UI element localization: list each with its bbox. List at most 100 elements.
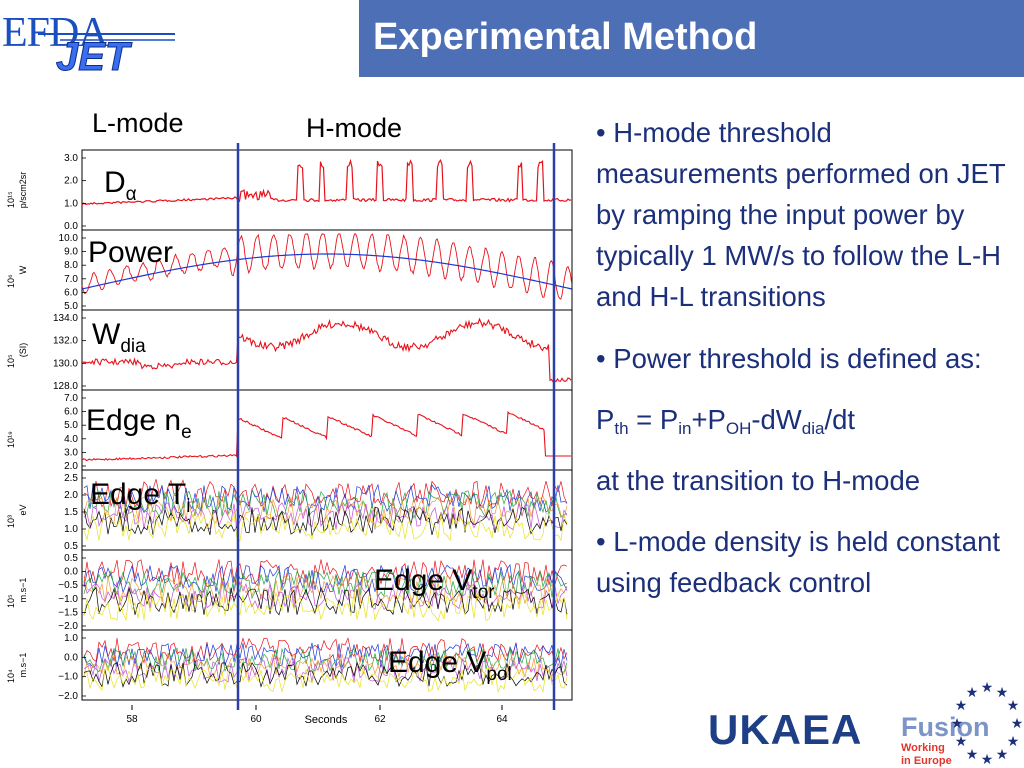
dalpha-label: Dα: [104, 166, 137, 205]
y-tick-label: 10.0: [59, 233, 79, 244]
y-tick-label: 4.0: [64, 434, 78, 445]
y-tick-label: 1.5: [64, 507, 78, 518]
y-tick-label: 0.0: [64, 652, 78, 663]
y-tick-label: 132.0: [53, 336, 78, 347]
edge-profile-trace: [83, 642, 568, 669]
edge-vtor-label: Edge Vtor: [374, 564, 495, 603]
y-tick-label: 7.0: [64, 274, 78, 285]
y-tick-label: 3.0: [64, 447, 78, 458]
panel-unit-label: m.s−1: [18, 653, 28, 678]
edge-profile-trace: [83, 657, 568, 683]
eu-star: ★: [996, 746, 1009, 762]
y-tick-label: 1.0: [64, 198, 78, 209]
eu-star: ★: [981, 680, 994, 695]
panel-scale-label: 10¹⁹: [6, 431, 16, 448]
density-trace: [81, 410, 571, 462]
y-tick-label: −1.5: [58, 607, 78, 618]
panel-traces: [81, 158, 573, 694]
eu-star: ★: [955, 733, 968, 749]
edge-profile-trace: [83, 591, 568, 622]
h-mode-label: H-mode: [306, 113, 403, 143]
title-bar: Experimental Method: [359, 0, 1024, 77]
x-tick-label: 58: [126, 714, 138, 725]
eu-stars-icon: ★ ★★★★★★★★★★★: [951, 680, 1024, 767]
y-tick-label: 134.0: [53, 313, 78, 324]
y-tick-label: 8.0: [64, 260, 78, 271]
x-axis-label: Seconds: [305, 714, 348, 726]
fusion-for-energy-logo: Fusion Working in Europe ★ ★★★★★★★★★★★: [901, 680, 1024, 767]
y-tick-label: 5.0: [64, 420, 78, 431]
bullet-list: • H-mode threshold measurements performe…: [596, 112, 1016, 624]
efda-jet-logo: EFDA JET: [2, 10, 175, 74]
edge-profile-trace: [83, 647, 568, 673]
y-tick-label: 0.5: [64, 553, 78, 564]
eu-star: ★: [1007, 697, 1020, 713]
edge-ti-label: Edge Ti: [90, 478, 190, 517]
panel-frame: [81, 149, 573, 231]
power-smooth-trace: [81, 253, 572, 290]
panel-unit-label: eV: [18, 504, 28, 515]
eu-star: ★: [951, 715, 964, 731]
fusion-logo-line2: in Europe: [901, 755, 952, 767]
panel-signal-labels: Dα Power Wdia Edge ne Edge Ti Edge Vtor Edge V…: [86, 166, 512, 685]
panel-frame: [81, 629, 573, 701]
panel-scale-label: 10⁶: [6, 274, 16, 288]
eu-star: ★: [966, 746, 979, 762]
y-tick-label: 6.0: [64, 287, 78, 298]
wdia-trace: [81, 317, 572, 383]
x-tick-label: 64: [496, 714, 508, 725]
edge-profile-trace: [83, 569, 568, 600]
eu-star: ★: [996, 684, 1009, 700]
y-tick-label: 0.5: [64, 541, 78, 552]
panel-scale-label: 10³: [6, 515, 16, 528]
y-tick-label: 130.0: [53, 358, 78, 369]
panel-scale-label: 10⁴: [6, 669, 16, 683]
fusion-logo-title: Fusion: [901, 712, 990, 742]
x-axis: Seconds 58 60 62 64: [126, 705, 508, 726]
y-tick-label: 2.5: [64, 473, 78, 484]
eu-star: ★: [966, 684, 979, 700]
edge-profile-trace: [83, 580, 568, 610]
y-tick-label: 3.0: [64, 153, 78, 164]
eu-star: ★: [1007, 733, 1020, 749]
panel-unit-label: p/scm2sr: [18, 172, 28, 209]
y-tick-label: −2.0: [58, 691, 78, 702]
wdia-label: Wdia: [92, 318, 146, 357]
logo-jet-text: JET: [56, 35, 133, 74]
edge-ne-label: Edge ne: [86, 404, 192, 443]
panel-unit-label: W: [18, 265, 28, 274]
y-tick-label: 2.0: [64, 490, 78, 501]
slide-title: Experimental Method: [373, 16, 758, 58]
eu-star: ★: [981, 751, 994, 767]
edge-profile-trace: [83, 637, 568, 664]
y-tick-label: 5.0: [64, 301, 78, 312]
panel-unit-label: (SI): [18, 343, 28, 358]
y-tick-label: 7.0: [64, 393, 78, 404]
panel-frame: [81, 549, 573, 631]
bullet-2: • Power threshold is defined as:: [596, 343, 982, 374]
panel-frames: [81, 149, 573, 701]
panel-scale-label: 10⁵: [6, 354, 16, 368]
time-trace-figure: 3.02.01.00.010.09.08.07.06.05.0134.0132.…: [6, 143, 573, 726]
y-tick-label: 2.0: [64, 176, 78, 187]
eu-star: ★: [1011, 715, 1024, 731]
panel-scale-label: 10¹⁵: [6, 191, 16, 208]
y-tick-label: −0.5: [58, 580, 78, 591]
fusion-logo-line1: Working: [901, 742, 945, 754]
y-tick-label: 0.0: [64, 567, 78, 578]
y-tick-label: 0.0: [64, 221, 78, 232]
y-tick-label: −2.0: [58, 621, 78, 632]
y-tick-label: 128.0: [53, 381, 78, 392]
panel-tick-labels: 3.02.01.00.010.09.08.07.06.05.0134.0132.…: [53, 153, 86, 702]
bullet-3: at the transition to H-mode: [596, 465, 921, 496]
panel-unit-label: m.s−1: [18, 578, 28, 603]
edge-vpol-label: Edge Vpol: [388, 646, 512, 685]
y-tick-label: −1.0: [58, 672, 78, 683]
edge-profile-trace: [83, 666, 568, 694]
power-trace: [81, 233, 573, 300]
y-tick-label: 6.0: [64, 407, 78, 418]
bullet-4: • L-mode density is held constant using …: [596, 526, 1001, 598]
y-tick-label: 9.0: [64, 247, 78, 258]
edge-profile-trace: [83, 511, 568, 542]
